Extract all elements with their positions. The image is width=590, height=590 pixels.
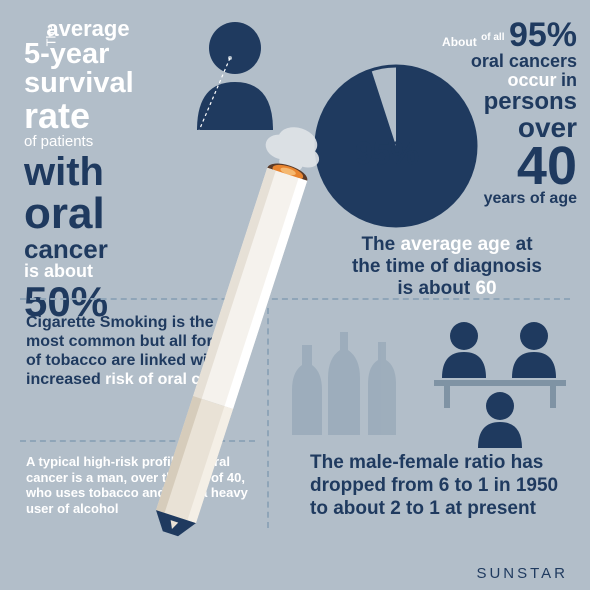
sunstar-logo: SUNSTAR: [476, 565, 568, 582]
people-ratio-icon: [430, 318, 570, 448]
ratio-text: The male-female ratio has dropped from 6…: [310, 452, 570, 520]
infographic-canvas: Theaverage 5-year survival rate of patie…: [0, 0, 590, 590]
cigarette-icon: [135, 120, 335, 550]
pie-label: 95%: [355, 135, 419, 172]
stat-95-text: About of all 95% oral cancers occur in p…: [432, 18, 577, 207]
person-icon: [185, 20, 285, 130]
average-age-text: The average age at the time of diagnosis…: [320, 234, 574, 300]
